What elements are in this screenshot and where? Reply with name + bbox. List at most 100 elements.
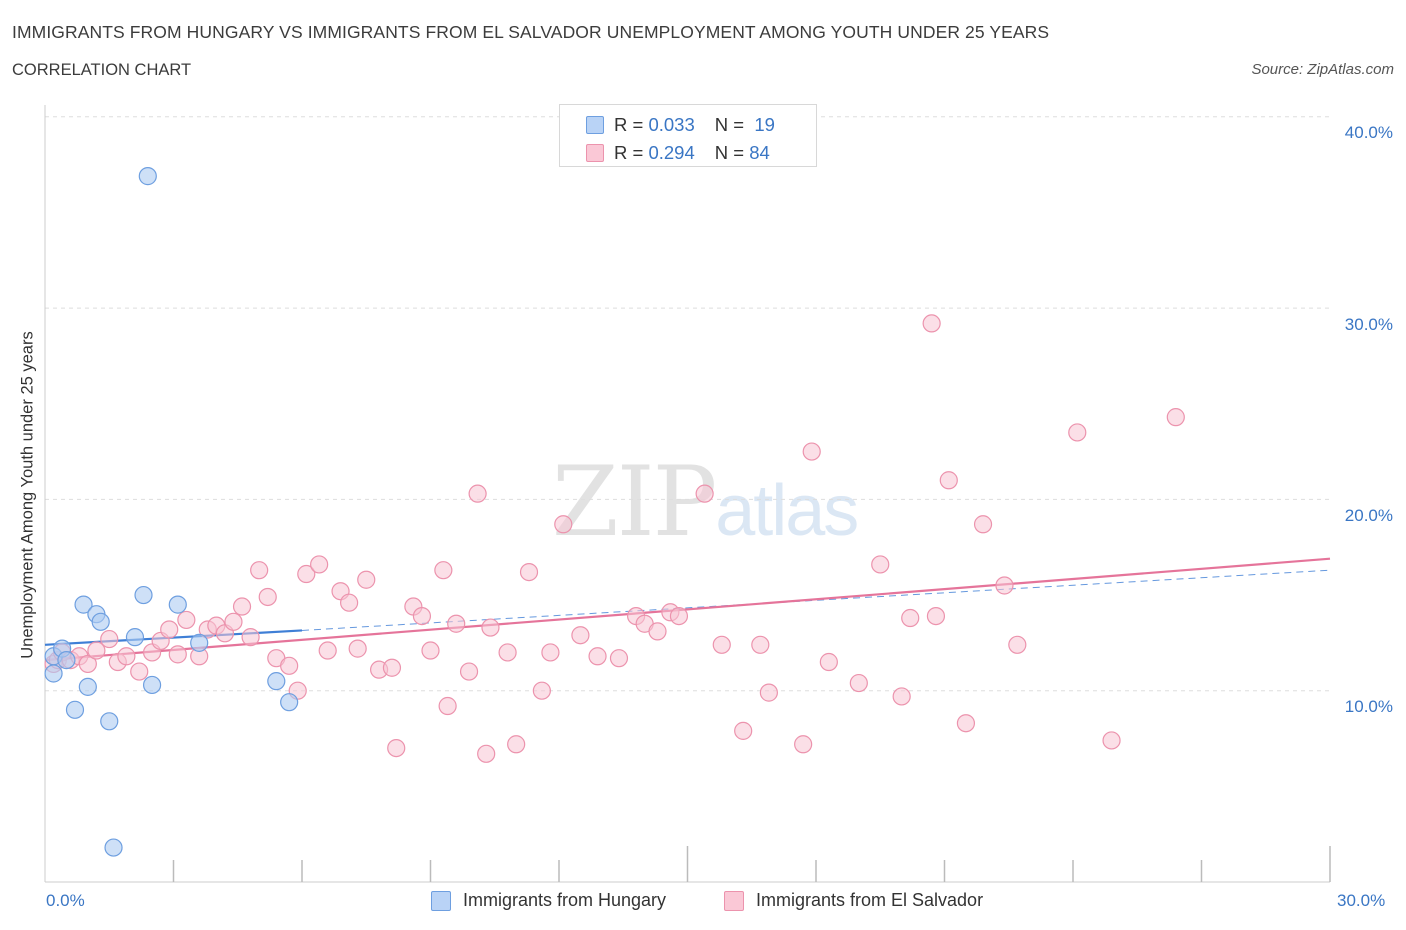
salvador-point — [794, 735, 813, 754]
hungary-point — [267, 672, 286, 691]
legend-item-hungary[interactable]: Immigrants from Hungary — [431, 890, 666, 911]
r-value: 0.033 — [648, 114, 695, 135]
legend-row-salvador: R = 0.294 N = 84 — [586, 141, 770, 165]
salvador-point — [297, 564, 316, 584]
salvador-point — [130, 662, 149, 681]
salvador-point — [507, 735, 526, 754]
y-tick-label-10: 10.0% — [1344, 697, 1393, 716]
salvador-point — [232, 597, 252, 616]
salvador-point — [224, 612, 243, 631]
legend-item-salvador[interactable]: Immigrants from El Salvador — [724, 890, 983, 911]
axis-layer — [44, 105, 1331, 883]
salvador-point — [922, 314, 941, 333]
salvador-point — [340, 593, 359, 612]
hungary-point — [142, 675, 162, 695]
r-label: R = — [614, 114, 644, 135]
salvador-trend-line — [44, 557, 1331, 662]
hungary-point — [57, 650, 76, 670]
watermark-zip: ZIP — [552, 446, 717, 558]
salvador-point — [648, 622, 667, 641]
salvador-point — [78, 654, 97, 674]
n-label: N = — [714, 142, 745, 163]
salvador-point — [1068, 423, 1087, 442]
chart-title: IMMIGRANTS FROM HUNGARY VS IMMIGRANTS FR… — [12, 22, 1050, 42]
salvador-point — [117, 647, 136, 666]
salvador-point — [481, 618, 500, 637]
salvador-point — [498, 643, 517, 662]
salvador-point — [318, 641, 337, 660]
salvador-point — [734, 721, 753, 740]
source-credit: Source: ZipAtlas.com — [1251, 61, 1394, 78]
salvador-point — [177, 610, 196, 630]
salvador-point — [258, 587, 277, 607]
hungary-swatch — [586, 116, 604, 134]
salvador-point — [280, 656, 299, 675]
watermark-atlas: atlas — [715, 471, 859, 551]
hungary-point — [78, 677, 97, 696]
hungary-point — [100, 712, 119, 731]
salvador-point — [1166, 408, 1185, 427]
r-value: 0.294 — [648, 142, 695, 163]
hungary-point — [125, 628, 145, 647]
hungary-point — [134, 585, 153, 605]
hungary-point — [65, 700, 85, 719]
hungary-point — [280, 693, 299, 712]
hungary-trend-line — [44, 629, 303, 646]
salvador-point — [387, 738, 406, 758]
salvador-point — [348, 639, 367, 658]
hungary-trend-extension — [301, 569, 1331, 631]
salvador-point — [160, 620, 179, 639]
salvador-point — [871, 555, 890, 574]
salvador-point — [382, 658, 402, 677]
y-tick-label-30: 30.0% — [1344, 315, 1393, 334]
y-tick-label-20: 20.0% — [1344, 506, 1393, 525]
salvador-point — [956, 714, 976, 733]
y-axis-label: Unemployment Among Youth under 25 years — [18, 331, 37, 659]
n-value: 19 — [754, 114, 775, 135]
salvador-point — [541, 643, 560, 662]
salvador-point — [669, 606, 689, 626]
series-legend: Immigrants from Hungary Immigrants from … — [0, 888, 1406, 916]
salvador-point — [477, 744, 496, 763]
salvador-point — [100, 629, 119, 649]
salvador-point — [250, 561, 269, 580]
salvador-point — [459, 662, 479, 681]
salvador-point — [421, 641, 440, 660]
salvador-point — [751, 635, 770, 654]
salvador-point — [588, 647, 607, 666]
hungary-point — [138, 167, 157, 186]
salvador-point — [712, 635, 731, 654]
salvador-point — [241, 628, 260, 647]
salvador-point — [571, 626, 590, 645]
x-tick-label-min: 0.0% — [46, 891, 85, 910]
chart-subtitle: CORRELATION CHART — [12, 61, 192, 79]
salvador-point — [434, 561, 453, 580]
salvador-point — [168, 645, 187, 664]
salvador-point — [892, 687, 911, 706]
salvador-point — [1008, 635, 1027, 654]
salvador-point — [849, 673, 868, 693]
legend-label-salvador: Immigrants from El Salvador — [756, 890, 984, 910]
salvador-point — [609, 649, 629, 668]
salvador-point — [995, 576, 1014, 595]
hungary-point — [168, 595, 187, 614]
zipatlas-watermark: ZIPatlas — [552, 446, 859, 558]
salvador-point — [802, 442, 821, 461]
legend-label-hungary: Immigrants from Hungary — [463, 890, 667, 910]
salvador-point — [438, 696, 457, 716]
point-layer — [44, 167, 1185, 857]
salvador-point — [926, 606, 946, 626]
hungary-point — [74, 595, 93, 614]
hungary-legend-swatch — [431, 890, 451, 911]
salvador-point — [447, 614, 466, 633]
salvador-swatch — [586, 144, 604, 162]
salvador-point — [819, 652, 838, 672]
hungary-point — [104, 838, 123, 857]
salvador-point — [554, 515, 573, 534]
salvador-point — [973, 515, 993, 534]
n-label: N = — [714, 114, 745, 135]
n-value: 84 — [749, 142, 770, 163]
r-label: R = — [614, 142, 644, 163]
hungary-point — [91, 612, 110, 631]
